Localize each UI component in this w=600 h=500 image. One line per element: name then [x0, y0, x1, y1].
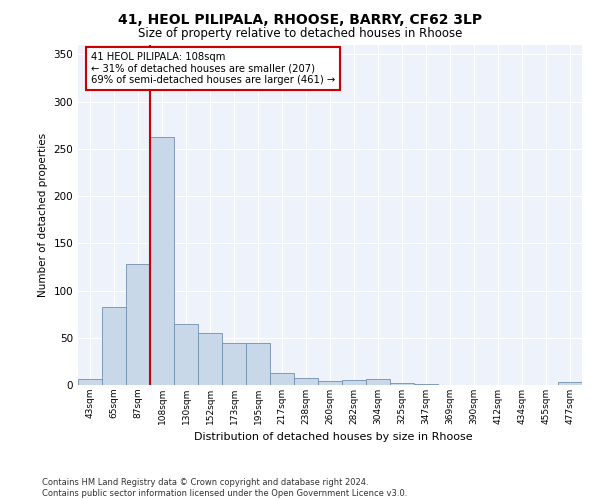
- Text: 41, HEOL PILIPALA, RHOOSE, BARRY, CF62 3LP: 41, HEOL PILIPALA, RHOOSE, BARRY, CF62 3…: [118, 12, 482, 26]
- Y-axis label: Number of detached properties: Number of detached properties: [38, 133, 48, 297]
- Bar: [78, 380, 102, 385]
- Bar: [222, 342, 246, 385]
- Bar: [102, 306, 126, 385]
- Bar: [390, 383, 414, 385]
- Bar: [366, 380, 390, 385]
- Bar: [126, 264, 150, 385]
- Text: Distribution of detached houses by size in Rhoose: Distribution of detached houses by size …: [194, 432, 472, 442]
- Bar: [342, 380, 366, 385]
- Bar: [414, 384, 438, 385]
- Bar: [270, 372, 294, 385]
- Text: Contains HM Land Registry data © Crown copyright and database right 2024.
Contai: Contains HM Land Registry data © Crown c…: [42, 478, 407, 498]
- Bar: [150, 136, 174, 385]
- Text: 41 HEOL PILIPALA: 108sqm
← 31% of detached houses are smaller (207)
69% of semi-: 41 HEOL PILIPALA: 108sqm ← 31% of detach…: [91, 52, 335, 85]
- Bar: [174, 324, 198, 385]
- Bar: [294, 378, 318, 385]
- Bar: [318, 381, 342, 385]
- Bar: [246, 342, 270, 385]
- Text: Size of property relative to detached houses in Rhoose: Size of property relative to detached ho…: [138, 28, 462, 40]
- Bar: [558, 382, 582, 385]
- Bar: [198, 333, 222, 385]
